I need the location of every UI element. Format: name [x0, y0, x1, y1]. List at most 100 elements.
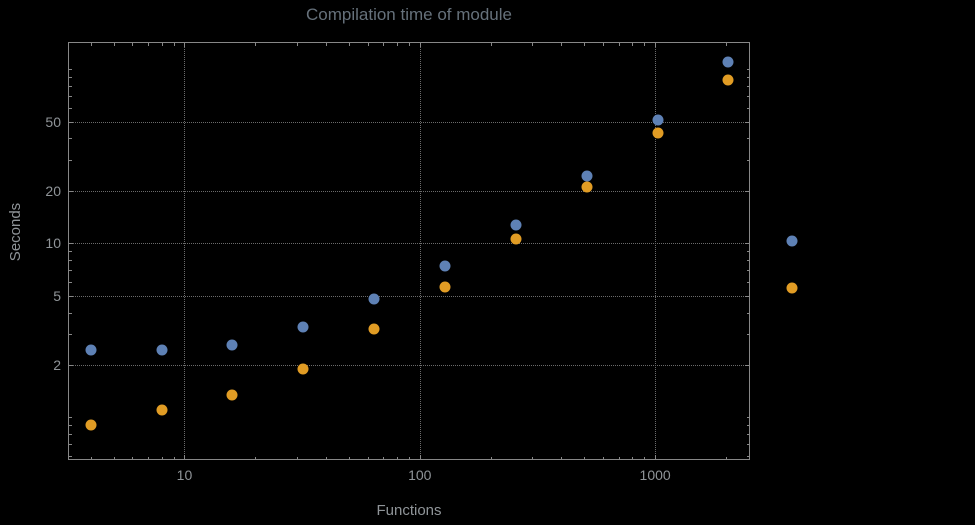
y-tick-mark [746, 334, 749, 336]
legend-marker-series2 [786, 282, 798, 294]
y-tick-mark [746, 434, 749, 436]
data-point-series2 [581, 181, 593, 193]
y-gridline [68, 190, 750, 192]
y-tick-mark [746, 312, 749, 314]
y-gridline [68, 121, 750, 123]
y-tick-mark [69, 190, 73, 192]
plot-frame [68, 42, 750, 460]
data-point-series1 [652, 114, 664, 126]
x-tick-mark [113, 43, 115, 46]
y-tick-mark [746, 444, 749, 446]
data-point-series2 [510, 233, 522, 245]
y-tick-mark [746, 85, 749, 87]
y-tick-label: 10 [45, 235, 61, 252]
y-tick-mark [746, 425, 749, 427]
y-tick-mark [69, 138, 72, 140]
y-tick-mark [69, 270, 72, 272]
y-tick-mark [69, 456, 72, 458]
data-point-series2 [439, 281, 451, 293]
y-tick-mark [746, 107, 749, 109]
y-tick-mark [69, 251, 72, 253]
data-point-series1 [510, 219, 522, 231]
data-point-series2 [722, 74, 734, 86]
x-tick-mark [396, 456, 398, 459]
x-tick-mark [367, 456, 369, 459]
x-tick-mark [419, 43, 421, 47]
x-tick-mark [367, 43, 369, 46]
y-tick-mark [746, 251, 749, 253]
y-tick-mark [69, 69, 72, 71]
x-tick-mark [632, 456, 634, 459]
x-tick-mark [644, 456, 646, 459]
y-tick-mark [746, 270, 749, 272]
y-tick-mark [745, 365, 749, 367]
x-tick-mark [409, 43, 411, 46]
data-point-series1 [722, 56, 734, 68]
x-tick-mark [602, 456, 604, 459]
x-tick-mark [132, 43, 134, 46]
y-tick-mark [746, 77, 749, 79]
x-tick-mark [326, 456, 328, 459]
y-tick-mark [745, 121, 749, 123]
y-gridline [68, 295, 750, 297]
y-tick-label: 50 [45, 113, 61, 130]
y-tick-mark [69, 444, 72, 446]
x-tick-mark [644, 43, 646, 46]
x-tick-mark [602, 43, 604, 46]
x-tick-mark [632, 43, 634, 46]
y-tick-mark [69, 281, 72, 283]
x-tick-mark [90, 456, 92, 459]
x-tick-mark [296, 43, 298, 46]
y-tick-mark [69, 434, 72, 436]
x-tick-mark [532, 43, 534, 46]
y-tick-mark [69, 121, 73, 123]
x-tick-mark [490, 43, 492, 46]
x-tick-mark [296, 456, 298, 459]
data-point-series1 [85, 344, 97, 356]
data-point-series1 [581, 170, 593, 182]
y-tick-mark [69, 417, 72, 419]
y-tick-mark [69, 312, 72, 314]
y-gridline [68, 365, 750, 367]
x-tick-mark [255, 43, 257, 46]
x-tick-label: 10 [176, 467, 193, 483]
y-tick-mark [746, 160, 749, 162]
x-tick-mark [113, 456, 115, 459]
y-tick-mark [746, 456, 749, 458]
x-tick-mark [173, 43, 175, 46]
data-point-series1 [297, 321, 309, 333]
x-tick-label: 1000 [639, 467, 671, 483]
x-tick-mark [725, 43, 727, 46]
x-tick-mark [618, 43, 620, 46]
data-point-series1 [156, 344, 168, 356]
x-tick-mark [383, 43, 385, 46]
x-tick-label: 100 [408, 467, 432, 483]
data-point-series1 [368, 293, 380, 305]
y-tick-mark [69, 107, 72, 109]
y-tick-mark [69, 243, 73, 245]
x-tick-mark [348, 43, 350, 46]
legend-marker-series1 [786, 235, 798, 247]
x-tick-mark [132, 456, 134, 459]
x-tick-mark [532, 456, 534, 459]
y-gridline [68, 243, 750, 245]
y-tick-mark [69, 365, 73, 367]
data-point-series2 [652, 127, 664, 139]
y-tick-label: 5 [53, 287, 61, 304]
x-tick-mark [383, 456, 385, 459]
x-tick-mark [584, 43, 586, 46]
x-tick-mark [161, 43, 163, 46]
x-tick-mark [161, 456, 163, 459]
x-tick-mark [618, 456, 620, 459]
y-tick-mark [69, 96, 72, 98]
x-tick-mark [561, 43, 563, 46]
y-tick-mark [746, 260, 749, 262]
data-point-series2 [297, 363, 309, 375]
x-tick-mark [148, 456, 149, 459]
y-tick-mark [746, 96, 749, 98]
x-tick-mark [584, 456, 586, 459]
x-tick-mark [409, 456, 411, 459]
y-axis-label: Seconds [7, 202, 24, 262]
y-tick-mark [69, 295, 73, 297]
x-axis-label: Functions [376, 502, 442, 519]
